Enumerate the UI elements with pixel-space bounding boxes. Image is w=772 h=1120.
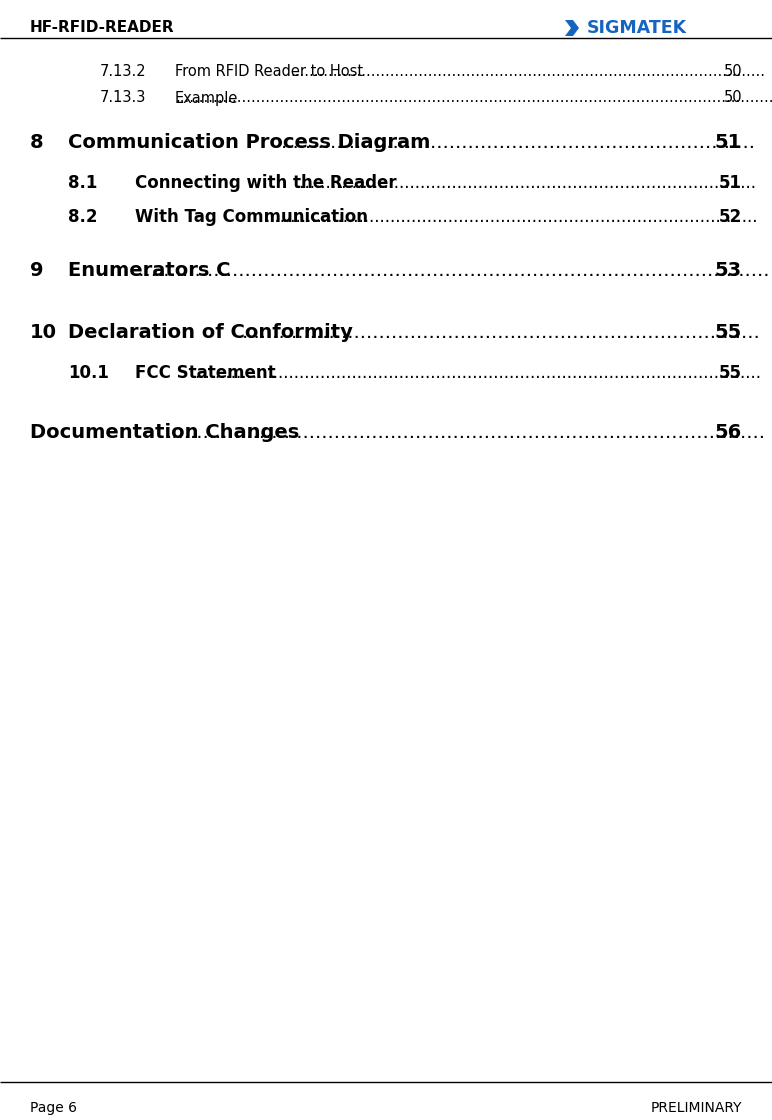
Text: ................................................................................: ........................................…: [195, 364, 762, 382]
Text: Communication Process Diagram: Communication Process Diagram: [68, 133, 430, 152]
Text: Documentation Changes: Documentation Changes: [30, 423, 300, 442]
Text: Connecting with the Reader: Connecting with the Reader: [135, 174, 397, 192]
Text: 50: 50: [723, 65, 742, 80]
Text: 10: 10: [30, 324, 57, 343]
Text: ................................................................................: ........................................…: [294, 174, 756, 192]
Text: 55: 55: [715, 324, 742, 343]
Polygon shape: [565, 20, 579, 36]
Text: FCC Statement: FCC Statement: [135, 364, 276, 382]
Text: From RFID Reader to Host: From RFID Reader to Host: [175, 65, 363, 80]
Text: 53: 53: [715, 261, 742, 280]
Text: PRELIMINARY: PRELIMINARY: [651, 1101, 742, 1116]
Text: 7.13.2: 7.13.2: [100, 65, 147, 80]
Text: ................................................................................: ........................................…: [242, 324, 761, 343]
Text: ................................................................................: ........................................…: [290, 65, 765, 80]
Text: 8: 8: [30, 133, 44, 152]
Text: Page 6: Page 6: [30, 1101, 77, 1116]
Text: 51: 51: [719, 174, 742, 192]
Text: Declaration of Conformity: Declaration of Conformity: [68, 324, 353, 343]
Text: 8.2: 8.2: [68, 208, 97, 226]
Text: 55: 55: [719, 364, 742, 382]
Text: 51: 51: [715, 133, 742, 152]
Text: With Tag Communication: With Tag Communication: [135, 208, 368, 226]
Text: 50: 50: [723, 91, 742, 105]
Text: HF-RFID-READER: HF-RFID-READER: [30, 20, 174, 36]
Text: ................................................................................: ........................................…: [133, 261, 770, 280]
Text: Example: Example: [175, 91, 239, 105]
Text: ................................................................................: ........................................…: [264, 208, 757, 226]
Text: ............................................................................: ........................................…: [281, 133, 756, 152]
Text: 10.1: 10.1: [68, 364, 109, 382]
Text: SIGMATEK: SIGMATEK: [587, 19, 687, 37]
Text: ................................................................................: ........................................…: [175, 91, 772, 105]
Text: Enumerators C: Enumerators C: [68, 261, 231, 280]
Text: 9: 9: [30, 261, 43, 280]
Text: 7.13.3: 7.13.3: [100, 91, 147, 105]
Text: 8.1: 8.1: [68, 174, 97, 192]
Text: ................................................................................: ........................................…: [166, 423, 766, 442]
Text: 52: 52: [719, 208, 742, 226]
Text: 56: 56: [715, 423, 742, 442]
